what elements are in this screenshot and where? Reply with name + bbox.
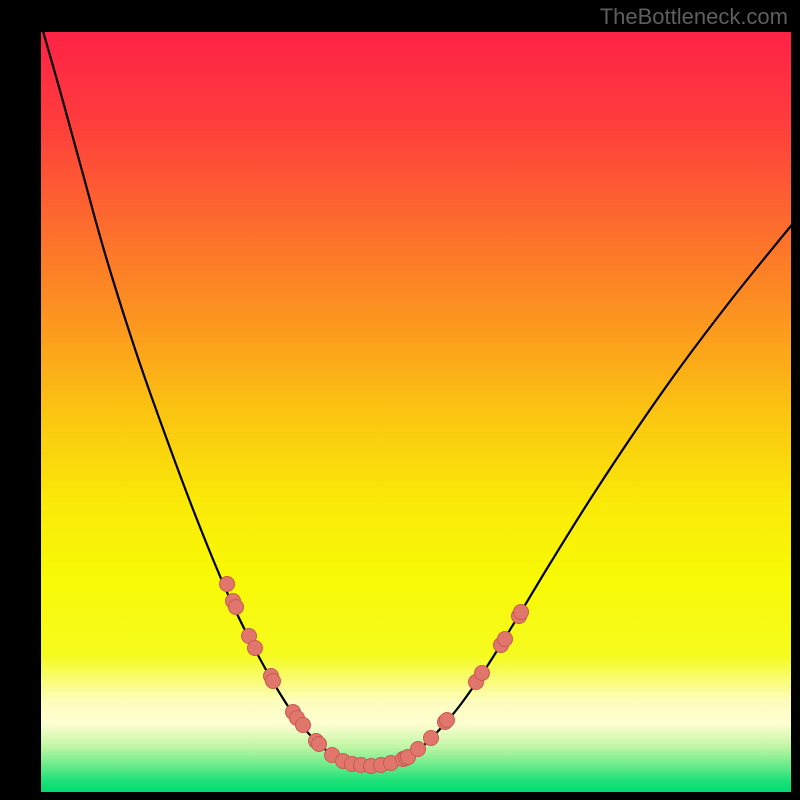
data-marker [440,713,455,728]
chart-container: TheBottleneck.com [0,0,800,800]
chart-svg [41,32,791,792]
gradient-background [41,32,791,792]
data-marker [411,742,426,757]
data-marker [475,666,490,681]
data-marker [220,577,235,592]
data-marker [296,718,311,733]
watermark-text: TheBottleneck.com [600,4,788,30]
data-marker [248,641,263,656]
plot-area [41,32,791,792]
data-marker [498,632,513,647]
data-marker [514,605,529,620]
data-marker [229,600,244,615]
data-marker [312,737,327,752]
data-marker [266,674,281,689]
data-marker [424,731,439,746]
